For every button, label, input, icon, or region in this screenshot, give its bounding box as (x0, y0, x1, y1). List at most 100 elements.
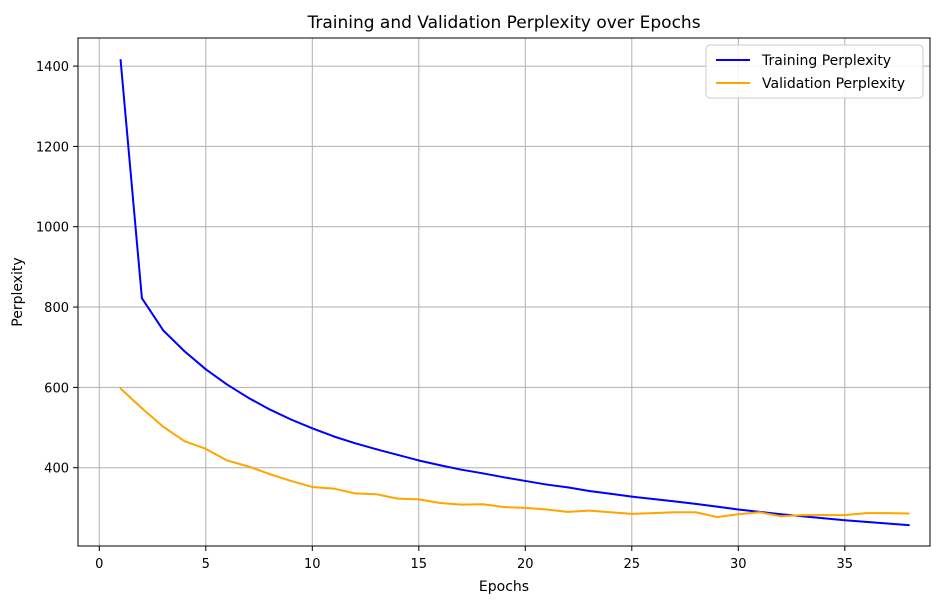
data-point-training (886, 522, 889, 525)
data-point-training (417, 459, 420, 462)
data-point-validation (588, 509, 591, 512)
x-tick-label: 35 (837, 557, 854, 572)
x-axis-ticks: 0 5 10 15 20 25 30 35 (95, 546, 853, 572)
data-point-training (630, 495, 633, 498)
data-point-validation (716, 516, 718, 519)
data-point-training (673, 500, 676, 503)
data-point-validation (886, 512, 889, 515)
x-tick-label: 30 (730, 557, 747, 572)
data-point-training (545, 483, 548, 486)
data-point-training (439, 464, 442, 467)
data-point-validation (204, 447, 207, 450)
data-point-validation (353, 492, 356, 495)
data-point-validation (822, 514, 825, 517)
data-point-validation (332, 487, 335, 490)
data-point-training (481, 472, 484, 475)
series-line-training (119, 59, 910, 527)
data-point-validation (801, 514, 804, 517)
data-point-validation (545, 508, 548, 511)
data-point-training (843, 519, 846, 522)
y-tick-label: 800 (44, 301, 69, 316)
data-point-training (907, 524, 910, 527)
data-point-validation (460, 503, 463, 506)
data-point-validation (226, 459, 229, 462)
data-point-training (353, 442, 356, 445)
plot-frame (77, 37, 931, 547)
series-line-validation (119, 387, 910, 519)
series-layer (119, 59, 910, 527)
x-tick-label: 15 (411, 557, 428, 572)
data-point-validation (524, 506, 527, 509)
data-point-training (183, 350, 186, 353)
data-point-validation (247, 465, 250, 468)
data-point-validation (119, 387, 122, 390)
data-point-validation (566, 510, 569, 513)
data-point-training (609, 492, 612, 495)
data-point-training (162, 329, 165, 332)
data-point-training (588, 489, 591, 492)
y-tick-label: 600 (44, 381, 69, 396)
data-point-validation (417, 498, 420, 501)
grid-lines (78, 38, 930, 546)
chart-title: Training and Validation Perplexity over … (306, 13, 700, 33)
data-point-training (290, 418, 292, 421)
data-point-training (268, 408, 271, 411)
data-point-validation (481, 503, 484, 506)
x-axis-title: Epochs (479, 579, 529, 595)
x-tick-label: 25 (624, 557, 641, 572)
legend-label: Validation Perplexity (762, 76, 905, 92)
data-point-validation (843, 514, 846, 517)
data-point-validation (609, 511, 612, 514)
data-point-training (652, 498, 655, 501)
data-point-validation (758, 511, 761, 514)
data-point-training (375, 448, 378, 451)
x-tick-label: 0 (95, 557, 103, 572)
data-point-training (503, 476, 505, 479)
data-point-training (396, 453, 399, 456)
data-point-validation (290, 479, 292, 482)
data-point-training (311, 427, 314, 430)
x-tick-label: 20 (517, 557, 534, 572)
x-tick-label: 5 (202, 557, 210, 572)
y-axis-title: Perplexity (10, 257, 26, 326)
data-point-validation (779, 515, 782, 518)
data-point-training (737, 508, 740, 511)
data-point-validation (439, 502, 442, 505)
data-point-validation (183, 440, 186, 443)
x-tick-label: 10 (304, 557, 321, 572)
data-point-validation (737, 513, 740, 516)
y-tick-label: 1000 (36, 221, 69, 236)
data-point-training (204, 368, 207, 371)
data-point-training (119, 59, 122, 62)
y-tick-label: 1400 (36, 60, 69, 75)
legend: Training Perplexity Validation Perplexity (705, 44, 924, 99)
y-tick-label: 400 (44, 462, 69, 477)
data-point-validation (652, 512, 655, 515)
data-point-validation (375, 493, 378, 496)
y-tick-label: 1200 (36, 140, 69, 155)
data-point-training (226, 383, 229, 386)
data-point-training (524, 479, 527, 482)
data-point-validation (503, 506, 505, 509)
data-point-training (716, 505, 718, 508)
data-point-validation (865, 512, 868, 515)
data-point-validation (311, 485, 314, 488)
data-point-validation (694, 511, 697, 514)
data-point-training (140, 297, 143, 300)
data-point-validation (140, 407, 143, 410)
data-point-training (460, 468, 463, 471)
legend-label: Training Perplexity (761, 53, 891, 69)
data-point-validation (630, 512, 633, 515)
data-point-training (822, 517, 825, 520)
data-point-validation (162, 425, 165, 428)
data-point-validation (907, 512, 910, 515)
data-point-training (332, 435, 335, 438)
data-point-validation (268, 473, 271, 476)
data-point-training (694, 502, 697, 505)
data-point-training (566, 486, 569, 489)
data-point-training (247, 396, 250, 399)
data-point-validation (396, 497, 399, 500)
data-point-training (779, 513, 782, 516)
